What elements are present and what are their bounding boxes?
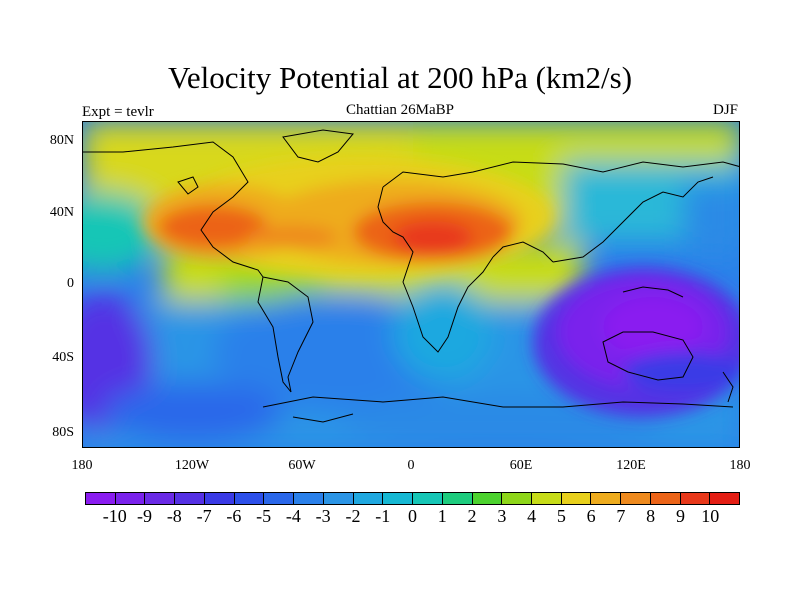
lon-tick-120e: 120E [616, 458, 646, 473]
colorbar-segment [502, 493, 533, 504]
colorbar-segment [175, 493, 205, 504]
lat-tick-0: 0 [67, 276, 74, 291]
colorbar-segment [294, 493, 324, 504]
colorbar-label: 7 [616, 506, 626, 526]
colorbar-label: -5 [256, 506, 272, 526]
lon-tick-180e: 180 [729, 458, 751, 473]
colorbar-label: -7 [196, 506, 212, 526]
colorbar-segment [264, 493, 295, 504]
lon-tick-60w: 60W [288, 458, 316, 473]
colorbar-label: -2 [345, 506, 361, 526]
colorbar-segment [383, 493, 414, 504]
colorbar-label: 0 [408, 506, 417, 526]
lon-tick-60e: 60E [509, 458, 533, 473]
period-label: Chattian 26MaBP [346, 102, 454, 118]
colorbar-segment [323, 493, 354, 504]
colorbar-label: -4 [285, 506, 301, 526]
colorbar-segment [532, 493, 562, 504]
colorbar-segment [621, 493, 651, 504]
season-label: DJF [712, 102, 738, 118]
colorbar-label: 8 [646, 506, 656, 526]
colorbar-segment [442, 493, 473, 504]
lat-tick-40n: 40N [49, 205, 74, 220]
colorbar-label: 5 [556, 506, 566, 526]
lat-tick-40s: 40S [52, 350, 74, 365]
colorbar-label: 9 [675, 506, 685, 526]
colorbar-segment [561, 493, 592, 504]
colorbar-label: 3 [497, 506, 507, 526]
colorbar-segment [413, 493, 443, 504]
field-extrema [143, 157, 739, 417]
colorbar-label: -3 [315, 506, 331, 526]
colorbar [85, 492, 740, 505]
colorbar-label: 2 [467, 506, 477, 526]
colorbar-segment [710, 493, 740, 504]
colorbar-label: 10 [701, 506, 720, 526]
colorbar-segment [591, 493, 622, 504]
colorbar-label: 6 [586, 506, 596, 526]
colorbar-label: 1 [437, 506, 447, 526]
colorbar-segment [86, 493, 116, 504]
colorbar-label: -1 [375, 506, 391, 526]
colorbar-segment [472, 493, 503, 504]
lon-tick-120w: 120W [174, 458, 210, 473]
colorbar-segment [115, 493, 146, 504]
colorbar-segment [234, 493, 265, 504]
lon-tick-0: 0 [407, 458, 415, 473]
experiment-label: Expt = tevlr [82, 104, 154, 120]
colorbar-label: -10 [102, 506, 127, 526]
colorbar-label: 4 [527, 506, 537, 526]
coastlines [83, 129, 739, 423]
lat-tick-80n: 80N [49, 133, 74, 148]
lon-tick-180w: 180 [71, 458, 93, 473]
colorbar-label: -8 [166, 506, 182, 526]
colorbar-segment [204, 493, 235, 504]
colorbar-segment [145, 493, 176, 504]
map-title: Velocity Potential at 200 hPa (km2/s) [167, 60, 633, 95]
colorbar-label: -9 [137, 506, 153, 526]
colorbar-segment [353, 493, 384, 504]
lat-tick-80s: 80S [52, 425, 74, 440]
colorbar-label: -6 [226, 506, 242, 526]
colorbar-segment [680, 493, 711, 504]
colorbar-segment [650, 493, 681, 504]
map-plot-area [82, 121, 740, 448]
velocity-potential-map [83, 122, 739, 447]
